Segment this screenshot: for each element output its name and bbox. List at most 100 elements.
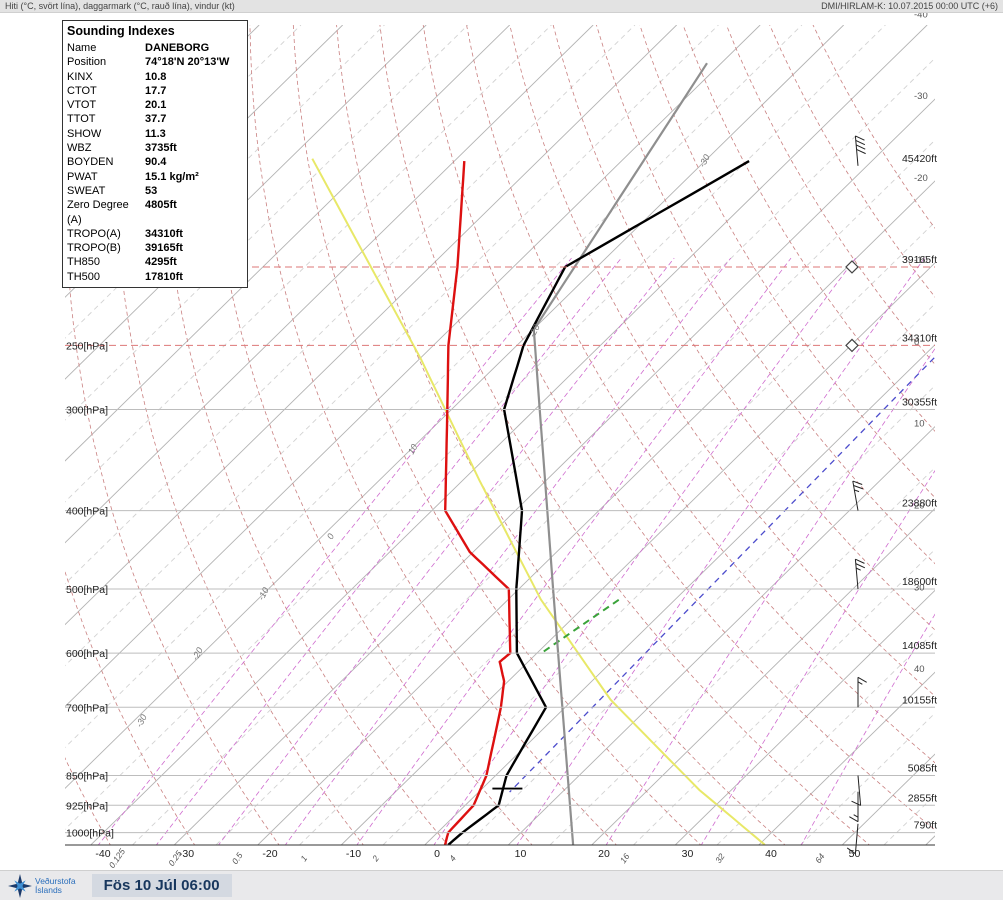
index-value: 15.1 kg/m² — [145, 170, 199, 183]
index-value: 74°18'N 20°13'W — [145, 56, 230, 69]
isotherm-line — [382, 303, 935, 845]
dry-adiabat-line — [249, 25, 618, 845]
altitude-label: 5085ft — [908, 763, 937, 775]
index-row: BOYDEN 90.4 — [63, 155, 247, 169]
index-value: 3735ft — [145, 142, 177, 155]
pressure-axis-label: 1000[hPa] — [66, 828, 114, 840]
index-label: KINX — [67, 70, 93, 83]
mixing-ratio-line — [516, 257, 925, 845]
index-value: 90.4 — [145, 156, 167, 169]
index-label: TH500 — [67, 270, 101, 283]
index-value: 17.7 — [145, 84, 167, 97]
isotherm-line — [215, 139, 935, 845]
dry-adiabat-line — [596, 25, 935, 565]
mixing-ratio-line — [97, 257, 572, 845]
dry-adiabat-line — [466, 25, 935, 764]
index-value: 4805ft — [145, 199, 177, 212]
index-label: CTOT — [67, 84, 97, 97]
isotherm-line — [65, 25, 636, 585]
right-temp-label: -10 — [914, 255, 928, 266]
right-temp-label: 30 — [914, 582, 925, 593]
altitude-label: 30355ft — [902, 396, 937, 408]
isotherm-line — [132, 57, 935, 845]
index-row: Position 74°18'N 20°13'W — [63, 55, 247, 69]
mixing-ratio-line — [155, 257, 622, 845]
altitude-label: 10155ft — [902, 694, 937, 706]
index-label: SHOW — [67, 127, 102, 140]
wind-barb — [857, 676, 867, 708]
wind-barb — [851, 775, 862, 806]
isotherm-line — [299, 221, 935, 845]
temp-axis-label: -10 — [346, 848, 361, 860]
altitude-label: 45420ft — [902, 153, 937, 165]
tropopause-markers — [845, 260, 859, 353]
met-office-logo: Veðurstofa Íslands — [8, 873, 76, 898]
temp-axis-label: -20 — [262, 848, 277, 860]
adiabat-annotation-label: -30 — [697, 153, 712, 169]
right-temp-label: 10 — [914, 419, 925, 430]
altitude-label: 23880ft — [902, 498, 937, 510]
right-temp-label: -30 — [914, 91, 928, 102]
index-label: VTOT — [67, 99, 97, 112]
plot-area — [65, 25, 935, 845]
sounding-indexes-rows: Name DANEBORG Position 74°18'N 20°13'W KINX 1… — [63, 41, 247, 284]
model-run-text: DMI/HIRLAM-K: 10.07.2015 00:00 UTC (+6) — [821, 1, 998, 11]
index-row: WBZ 3735ft — [63, 141, 247, 155]
index-row: Name DANEBORG — [63, 41, 247, 55]
temp-axis-label: 20 — [598, 848, 610, 860]
index-label: WBZ — [67, 142, 92, 155]
dry-adiabat-line — [65, 570, 196, 845]
right-temp-label: 20 — [914, 500, 925, 511]
mixing-ratio-label: 64 — [813, 851, 827, 865]
mixing-ratio-label: 1 — [298, 853, 309, 863]
index-value: 10.8 — [145, 70, 167, 83]
index-row: TH850 4295ft — [63, 255, 247, 269]
isotherm-line — [65, 25, 761, 708]
pressure-axis-label: 500[hPa] — [66, 584, 108, 596]
adiabat-annotation-label: 10 — [406, 442, 420, 456]
standard-atmosphere-line — [532, 62, 708, 845]
mixing-ratio-lines — [97, 257, 935, 845]
mixing-ratio-line — [356, 257, 792, 845]
met-office-logo-icon — [8, 873, 32, 898]
index-row: TTOT 37.7 — [63, 112, 247, 126]
forecast-time-tab[interactable]: Fös 10 Júl 06:00 — [91, 874, 232, 897]
isotherm-line — [257, 180, 935, 845]
dry-adiabat-line — [422, 25, 935, 831]
sounding-indexes-panel: Sounding Indexes Name DANEBORG Position 74°… — [62, 20, 248, 289]
tropopause-diamond — [845, 338, 859, 353]
isotherm-line — [883, 794, 935, 845]
wind-barb — [854, 135, 866, 166]
mixing-ratio-label: 2 — [369, 853, 381, 864]
legend-text: Hiti (°C, svört lína), daggarmark (°C, r… — [5, 1, 235, 11]
index-value: 39165ft — [145, 242, 183, 255]
altitude-label: 18600ft — [902, 576, 937, 588]
mixing-ratio-line — [800, 613, 935, 845]
isotherm-line — [65, 25, 427, 380]
tropopause-diamond — [845, 260, 859, 274]
dry-adiabat-line — [639, 25, 935, 499]
mixing-ratio-label: 4 — [447, 853, 458, 863]
altitude-label: 39165ft — [902, 254, 937, 266]
mixing-ratio-line — [433, 257, 856, 845]
index-value: 20.1 — [145, 99, 167, 112]
index-value: 34310ft — [145, 227, 183, 240]
mixing-ratio-label: 16 — [618, 851, 632, 865]
isotherm-line — [800, 712, 935, 845]
temp-axis-label: 30 — [682, 848, 694, 860]
altitude-label: 14085ft — [902, 640, 937, 652]
isotherm-lines — [65, 25, 935, 845]
adiabat-annotation-label: -20 — [190, 646, 205, 662]
isotherm-line — [65, 25, 552, 503]
blue-dashed-line — [509, 357, 935, 793]
pressure-axis-label: 700[hPa] — [66, 702, 108, 714]
mixing-ratio-line — [700, 469, 935, 845]
temp-axis-label: 40 — [765, 848, 777, 860]
index-value: DANEBORG — [145, 42, 210, 54]
mixing-ratio-line — [605, 347, 935, 845]
wind-barbs — [846, 135, 867, 855]
index-row: Zero Degree (A) 4805ft — [63, 198, 247, 227]
dry-adiabat-line — [769, 25, 935, 298]
wind-barb — [849, 791, 859, 823]
isotherm-line — [340, 262, 935, 845]
